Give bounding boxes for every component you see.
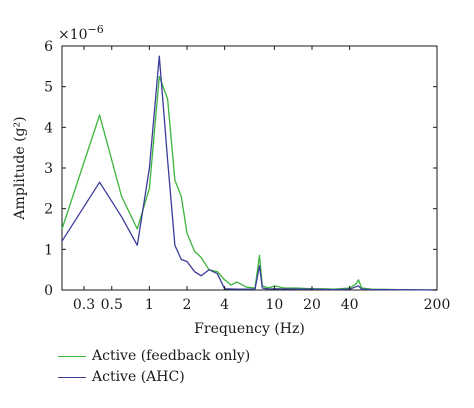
y-axis-label: Amplitude (g²) xyxy=(12,116,28,220)
series-line-ahc xyxy=(61,55,438,291)
y-tick-label: 1 xyxy=(44,242,53,258)
y-tick-label: 3 xyxy=(44,161,53,177)
series-layer xyxy=(61,55,438,291)
legend-swatch-ahc xyxy=(58,377,86,378)
series-line-feedback xyxy=(61,75,438,291)
x-tick-label: 0.5 xyxy=(101,297,123,313)
legend-label-feedback: Active (feedback only) xyxy=(92,348,251,364)
y-tick-label: 6 xyxy=(44,39,53,55)
legend-item-ahc: Active (AHC) xyxy=(58,367,250,388)
y-axis-multiplier: ×10−6 xyxy=(58,23,104,43)
x-tick-label: 1 xyxy=(145,297,154,313)
y-tick-label: 5 xyxy=(44,80,53,96)
legend-item-feedback: Active (feedback only) xyxy=(58,346,250,367)
x-tick-label: 0.3 xyxy=(73,297,95,313)
plot-frame xyxy=(61,45,438,291)
legend-label-ahc: Active (AHC) xyxy=(92,369,185,385)
ticks-layer: 0.3 0.5 1 2 4 10 20 40 200 0 1 2 3 4 5 6 xyxy=(44,39,450,313)
x-tick-label: 4 xyxy=(220,297,229,313)
x-tick-label: 200 xyxy=(424,297,451,313)
legend: Active (feedback only) Active (AHC) xyxy=(58,346,250,388)
legend-swatch-feedback xyxy=(58,356,86,357)
x-tick-label: 40 xyxy=(341,297,359,313)
x-tick-label: 10 xyxy=(265,297,283,313)
y-tick-label: 0 xyxy=(44,283,53,299)
x-tick-label: 2 xyxy=(183,297,192,313)
y-tick-label: 4 xyxy=(44,120,53,136)
x-axis-label: Frequency (Hz) xyxy=(194,321,305,337)
x-tick-label: 20 xyxy=(303,297,321,313)
y-tick-label: 2 xyxy=(44,202,53,218)
